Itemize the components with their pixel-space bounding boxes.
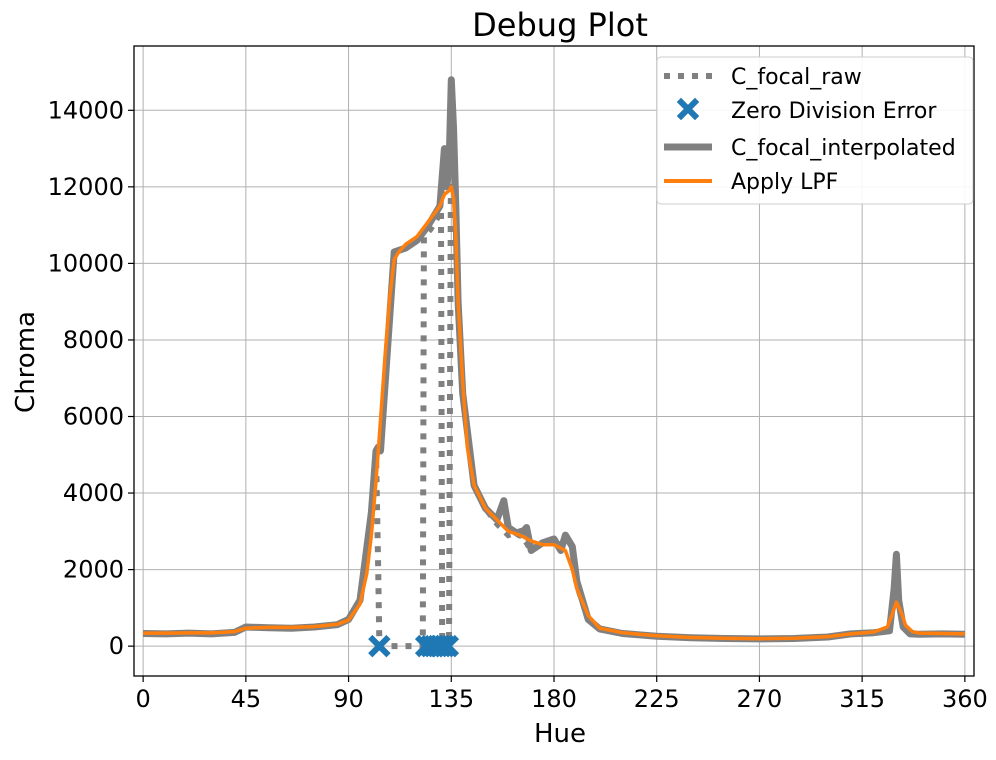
chart-title: Debug Plot: [472, 6, 648, 44]
legend-label-raw: C_focal_raw: [731, 65, 862, 90]
y-tick-label: 8000: [63, 326, 124, 354]
x-tick-label: 225: [634, 685, 680, 713]
x-tick-label: 180: [531, 685, 577, 713]
y-tick-label: 14000: [48, 96, 124, 124]
x-tick-label: 315: [839, 685, 885, 713]
y-tick-label: 10000: [48, 249, 124, 277]
y-tick-label: 6000: [63, 402, 124, 430]
y-axis-label: Chroma: [11, 311, 41, 413]
x-tick-label: 270: [737, 685, 783, 713]
y-tick-label: 2000: [63, 556, 124, 584]
x-tick-label: 360: [942, 685, 988, 713]
legend-label-zero-division: Zero Division Error: [731, 99, 937, 124]
x-axis: 0 45 90 135 180 225 270 315 360: [135, 676, 988, 713]
legend: C_focal_raw Zero Division Error C_focal_…: [656, 56, 974, 205]
series-line-apply-lpf: [143, 185, 965, 641]
y-tick-label: 4000: [63, 479, 124, 507]
x-axis-label: Hue: [534, 719, 586, 749]
x-tick-label: 0: [135, 685, 150, 713]
x-tick-label: 135: [428, 685, 474, 713]
y-tick-label: 0: [109, 632, 124, 660]
y-axis: 0 2000 4000 6000 8000 10000 12000 14000: [48, 96, 134, 660]
legend-label-interpolated: C_focal_interpolated: [731, 136, 956, 161]
legend-handle-zero-division: [676, 97, 700, 121]
zero-division-marker: [368, 634, 391, 658]
legend-label-lpf: Apply LPF: [731, 170, 838, 195]
y-tick-label: 12000: [48, 173, 124, 201]
series-group: [143, 76, 965, 650]
plot-area: [143, 76, 965, 658]
legend-box: [656, 56, 974, 205]
x-tick-label: 90: [333, 685, 364, 713]
zero-division-marker: [436, 634, 460, 658]
x-tick-label: 45: [231, 685, 262, 713]
